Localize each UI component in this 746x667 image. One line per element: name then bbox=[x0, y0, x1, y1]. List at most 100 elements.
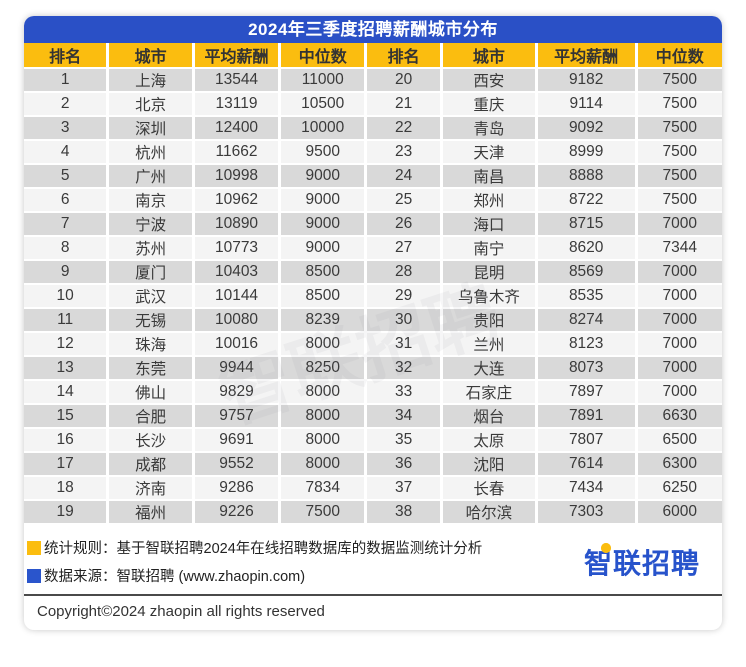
table-cell: 苏州 bbox=[107, 236, 196, 261]
table-cell: 6300 bbox=[636, 452, 722, 477]
table-cell: 6500 bbox=[636, 428, 722, 453]
yellow-legend-square-icon bbox=[27, 540, 41, 555]
table-cell: 8250 bbox=[279, 356, 368, 381]
table-cell: 南昌 bbox=[441, 164, 538, 189]
column-header: 城市 bbox=[107, 43, 196, 69]
table-cell: 10890 bbox=[193, 212, 281, 237]
zhaopin-logo: 智联招聘 bbox=[584, 542, 700, 582]
table-cell: 北京 bbox=[107, 92, 196, 117]
table-row: 15 合肥 9757 8000 34 烟台 7891 6630 bbox=[24, 404, 722, 429]
table-cell: 6 bbox=[24, 188, 110, 213]
footer-notes: 统计规则：基于智联招聘2024年在线招聘数据库的数据监测统计分析 数据来源：智联… bbox=[27, 537, 584, 586]
table-cell: 26 bbox=[365, 212, 443, 237]
table-cell: 兰州 bbox=[441, 332, 538, 357]
table-cell: 4 bbox=[24, 140, 110, 165]
table-cell: 6630 bbox=[636, 404, 722, 429]
table-cell: 8722 bbox=[536, 188, 638, 213]
column-header: 中位数 bbox=[279, 43, 368, 69]
table-cell: 8535 bbox=[536, 284, 638, 309]
table-row: 6 南京 10962 9000 25 郑州 8722 7500 bbox=[24, 188, 722, 213]
table-cell: 7000 bbox=[636, 332, 722, 357]
table-cell: 福州 bbox=[107, 500, 196, 525]
table-cell: 7897 bbox=[536, 380, 638, 405]
table-cell: 23 bbox=[365, 140, 443, 165]
footer-area: 统计规则：基于智联招聘2024年在线招聘数据库的数据监测统计分析 数据来源：智联… bbox=[24, 525, 722, 592]
table-cell: 7000 bbox=[636, 356, 722, 381]
table-cell: 17 bbox=[24, 452, 110, 477]
data-source-note: 数据来源：智联招聘 (www.zhaopin.com) bbox=[27, 565, 584, 586]
table-cell: 9114 bbox=[536, 92, 638, 117]
table-cell: 7807 bbox=[536, 428, 638, 453]
data-source-text: 数据来源：智联招聘 (www.zhaopin.com) bbox=[44, 569, 306, 585]
table-row: 2 北京 13119 10500 21 重庆 9114 7500 bbox=[24, 92, 722, 117]
table-cell: 10998 bbox=[193, 164, 281, 189]
table-cell: 8888 bbox=[536, 164, 638, 189]
table-cell: 36 bbox=[365, 452, 443, 477]
table-cell: 7303 bbox=[536, 500, 638, 525]
table-cell: 10016 bbox=[193, 332, 281, 357]
table-row: 9 厦门 10403 8500 28 昆明 8569 7000 bbox=[24, 260, 722, 285]
table-cell: 重庆 bbox=[441, 92, 538, 117]
table-cell: 东莞 bbox=[107, 356, 196, 381]
table-row: 7 宁波 10890 9000 26 海口 8715 7000 bbox=[24, 212, 722, 237]
salary-report-card: 2024年三季度招聘薪酬城市分布 排名 城市 平均薪酬 中位数 排名 城市 平均薪酬 中位数 … bbox=[24, 16, 722, 630]
table-cell: 7000 bbox=[636, 212, 722, 237]
table-cell: 乌鲁木齐 bbox=[441, 284, 538, 309]
table-row: 12 珠海 10016 8000 31 兰州 8123 7000 bbox=[24, 332, 722, 357]
table-row: 4 杭州 11662 9500 23 天津 8999 7500 bbox=[24, 140, 722, 165]
column-header: 平均薪酬 bbox=[536, 43, 638, 69]
table-cell: 7834 bbox=[279, 476, 368, 501]
table-cell: 24 bbox=[365, 164, 443, 189]
table-cell: 9691 bbox=[193, 428, 281, 453]
table-cell: 30 bbox=[365, 308, 443, 333]
table-cell: 9000 bbox=[279, 164, 368, 189]
table-cell: 郑州 bbox=[441, 188, 538, 213]
column-header: 城市 bbox=[441, 43, 538, 69]
table-cell: 9829 bbox=[193, 380, 281, 405]
table-header-row: 排名 城市 平均薪酬 中位数 排名 城市 平均薪酬 中位数 bbox=[24, 43, 722, 69]
table-cell: 7500 bbox=[636, 116, 722, 141]
table-cell: 宁波 bbox=[107, 212, 196, 237]
table-cell: 22 bbox=[365, 116, 443, 141]
table-cell: 8000 bbox=[279, 332, 368, 357]
table-cell: 昆明 bbox=[441, 260, 538, 285]
table-cell: 9 bbox=[24, 260, 110, 285]
table-cell: 20 bbox=[365, 68, 443, 93]
table-cell: 8000 bbox=[279, 428, 368, 453]
table-cell: 7500 bbox=[279, 500, 368, 525]
table-cell: 7434 bbox=[536, 476, 638, 501]
table-cell: 8274 bbox=[536, 308, 638, 333]
report-title: 2024年三季度招聘薪酬城市分布 bbox=[24, 16, 722, 43]
table-cell: 11000 bbox=[279, 68, 368, 93]
table-cell: 8620 bbox=[536, 236, 638, 261]
table-row: 16 长沙 9691 8000 35 太原 7807 6500 bbox=[24, 428, 722, 453]
table-cell: 8239 bbox=[279, 308, 368, 333]
table-cell: 9286 bbox=[193, 476, 281, 501]
table-cell: 7891 bbox=[536, 404, 638, 429]
table-cell: 7000 bbox=[636, 260, 722, 285]
table-row: 13 东莞 9944 8250 32 大连 8073 7000 bbox=[24, 356, 722, 381]
table-cell: 16 bbox=[24, 428, 110, 453]
table-cell: 南宁 bbox=[441, 236, 538, 261]
salary-table: 排名 城市 平均薪酬 中位数 排名 城市 平均薪酬 中位数 1 上海 13544 11000 20 西安… bbox=[24, 43, 722, 525]
table-cell: 9182 bbox=[536, 68, 638, 93]
table-cell: 8999 bbox=[536, 140, 638, 165]
table-cell: 8500 bbox=[279, 260, 368, 285]
table-cell: 7344 bbox=[636, 236, 722, 261]
table-cell: 10000 bbox=[279, 116, 368, 141]
table-cell: 38 bbox=[365, 500, 443, 525]
table-cell: 14 bbox=[24, 380, 110, 405]
table-cell: 12400 bbox=[193, 116, 281, 141]
table-cell: 深圳 bbox=[107, 116, 196, 141]
table-cell: 5 bbox=[24, 164, 110, 189]
table-cell: 8500 bbox=[279, 284, 368, 309]
table-cell: 青岛 bbox=[441, 116, 538, 141]
table-cell: 天津 bbox=[441, 140, 538, 165]
table-cell: 15 bbox=[24, 404, 110, 429]
table-cell: 8000 bbox=[279, 380, 368, 405]
table-cell: 7000 bbox=[636, 284, 722, 309]
table-cell: 10403 bbox=[193, 260, 281, 285]
table-cell: 上海 bbox=[107, 68, 196, 93]
table-cell: 8123 bbox=[536, 332, 638, 357]
table-cell: 6000 bbox=[636, 500, 722, 525]
